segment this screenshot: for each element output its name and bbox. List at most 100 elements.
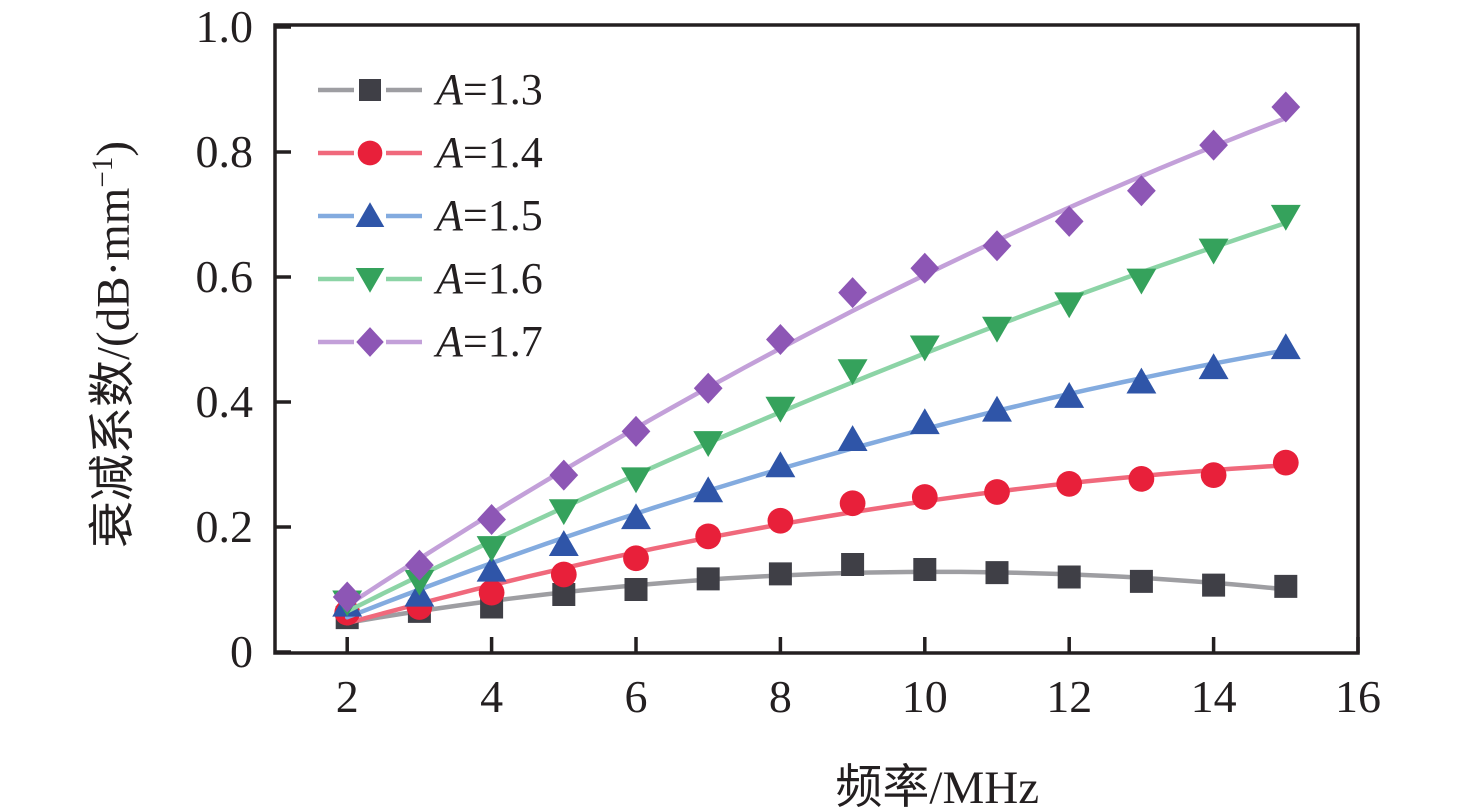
- marker-circle-icon: [318, 140, 422, 165]
- data-point: [1200, 462, 1227, 489]
- data-point: [1271, 91, 1301, 123]
- data-point: [765, 396, 796, 423]
- data-point: [910, 252, 940, 284]
- data-point: [1270, 333, 1301, 360]
- y-axis-title-sup: −1: [86, 156, 119, 188]
- data-point: [405, 549, 434, 581]
- data-point: [984, 479, 1010, 505]
- data-point: [1054, 205, 1084, 237]
- data-point: [1057, 565, 1081, 589]
- fit-line: [344, 348, 1289, 620]
- data-point: [839, 490, 866, 517]
- y-tick-label: 0.2: [196, 501, 254, 552]
- legend-item: A=1.4: [318, 121, 543, 184]
- plot-frame: [273, 23, 1360, 655]
- data-point: [552, 583, 576, 606]
- x-tick-label: 8: [769, 671, 792, 722]
- data-point: [1054, 382, 1085, 408]
- data-point: [841, 553, 865, 576]
- data-point: [982, 230, 1012, 262]
- x-tick-label: 4: [480, 671, 503, 722]
- marker-triangle-up-icon: [318, 201, 422, 227]
- data-point: [477, 503, 506, 536]
- y-axis-title-close: ): [87, 141, 140, 157]
- legend-marker: [355, 201, 385, 227]
- data-point: [624, 578, 648, 601]
- data-point: [332, 581, 362, 613]
- legend-item: A=1.3: [318, 58, 543, 121]
- legend-marker: [357, 140, 383, 165]
- data-point: [1198, 238, 1229, 265]
- y-tick-label: 0.4: [196, 376, 254, 427]
- y-tick-label: 0.8: [196, 126, 254, 177]
- fit-line: [344, 115, 1289, 608]
- data-point: [982, 395, 1012, 422]
- data-point: [478, 579, 505, 606]
- x-tick-label: 12: [1046, 671, 1092, 722]
- data-point: [837, 359, 868, 386]
- data-point: [548, 499, 579, 526]
- data-point: [1202, 573, 1226, 597]
- data-point: [1126, 367, 1157, 394]
- data-point: [550, 561, 577, 588]
- data-point: [621, 467, 651, 494]
- data-point: [693, 372, 723, 404]
- data-point: [1129, 569, 1153, 593]
- marker-square-icon: [318, 78, 422, 101]
- marker-triangle-down-icon: [318, 267, 422, 293]
- legend: A=1.3 A=1.4 A=1.5 A=1.6 A=1.7: [318, 58, 543, 373]
- legend-label: A=1.4: [436, 127, 543, 177]
- data-point: [695, 523, 722, 550]
- legend-item: A=1.5: [318, 184, 543, 247]
- marker-diamond-icon: [318, 326, 422, 357]
- x-tick-label: 6: [625, 671, 648, 722]
- y-axis-title-base: 衰减系数/(dB·mm: [87, 187, 140, 548]
- data-point: [621, 503, 651, 530]
- data-point: [909, 335, 940, 362]
- data-point: [911, 484, 938, 510]
- y-axis-title: 衰减系数/(dB·mm−1): [74, 25, 143, 665]
- data-point: [1270, 204, 1301, 231]
- legend-marker: [359, 78, 381, 101]
- data-point: [1198, 353, 1229, 380]
- fit-line: [344, 569, 1289, 626]
- data-point: [1128, 465, 1155, 492]
- data-point: [1126, 268, 1157, 295]
- data-point: [765, 451, 796, 478]
- data-point: [1054, 292, 1085, 319]
- data-point: [767, 507, 794, 534]
- data-point: [548, 530, 579, 556]
- data-point: [985, 561, 1009, 585]
- data-point: [621, 415, 651, 447]
- series-a-1.7: [332, 91, 1301, 613]
- legend-item: A=1.6: [318, 247, 543, 310]
- legend-label: A=1.7: [436, 316, 543, 366]
- y-tick-label: 0: [230, 626, 253, 677]
- data-point: [1056, 470, 1083, 497]
- data-point: [1274, 574, 1298, 598]
- legend-label: A=1.6: [436, 253, 543, 303]
- data-point: [696, 567, 720, 591]
- data-point: [909, 408, 940, 435]
- data-point: [837, 425, 868, 451]
- legend-marker: [356, 326, 384, 357]
- data-point: [768, 562, 792, 586]
- fit-line: [344, 220, 1289, 614]
- y-tick-label: 0.6: [196, 251, 254, 302]
- x-tick-label: 2: [336, 671, 359, 722]
- data-point: [766, 323, 795, 356]
- x-tick-label: 10: [902, 671, 948, 722]
- series-a-1.6: [332, 204, 1301, 617]
- data-point: [1127, 175, 1156, 207]
- data-point: [1272, 449, 1299, 476]
- x-tick-label: 14: [1191, 671, 1237, 722]
- x-tick-label: 16: [1335, 671, 1381, 722]
- data-point: [404, 569, 435, 596]
- legend-label: A=1.3: [436, 64, 543, 114]
- legend-marker: [355, 267, 385, 293]
- data-point: [1199, 129, 1228, 161]
- data-point: [549, 459, 579, 491]
- data-point: [476, 555, 507, 582]
